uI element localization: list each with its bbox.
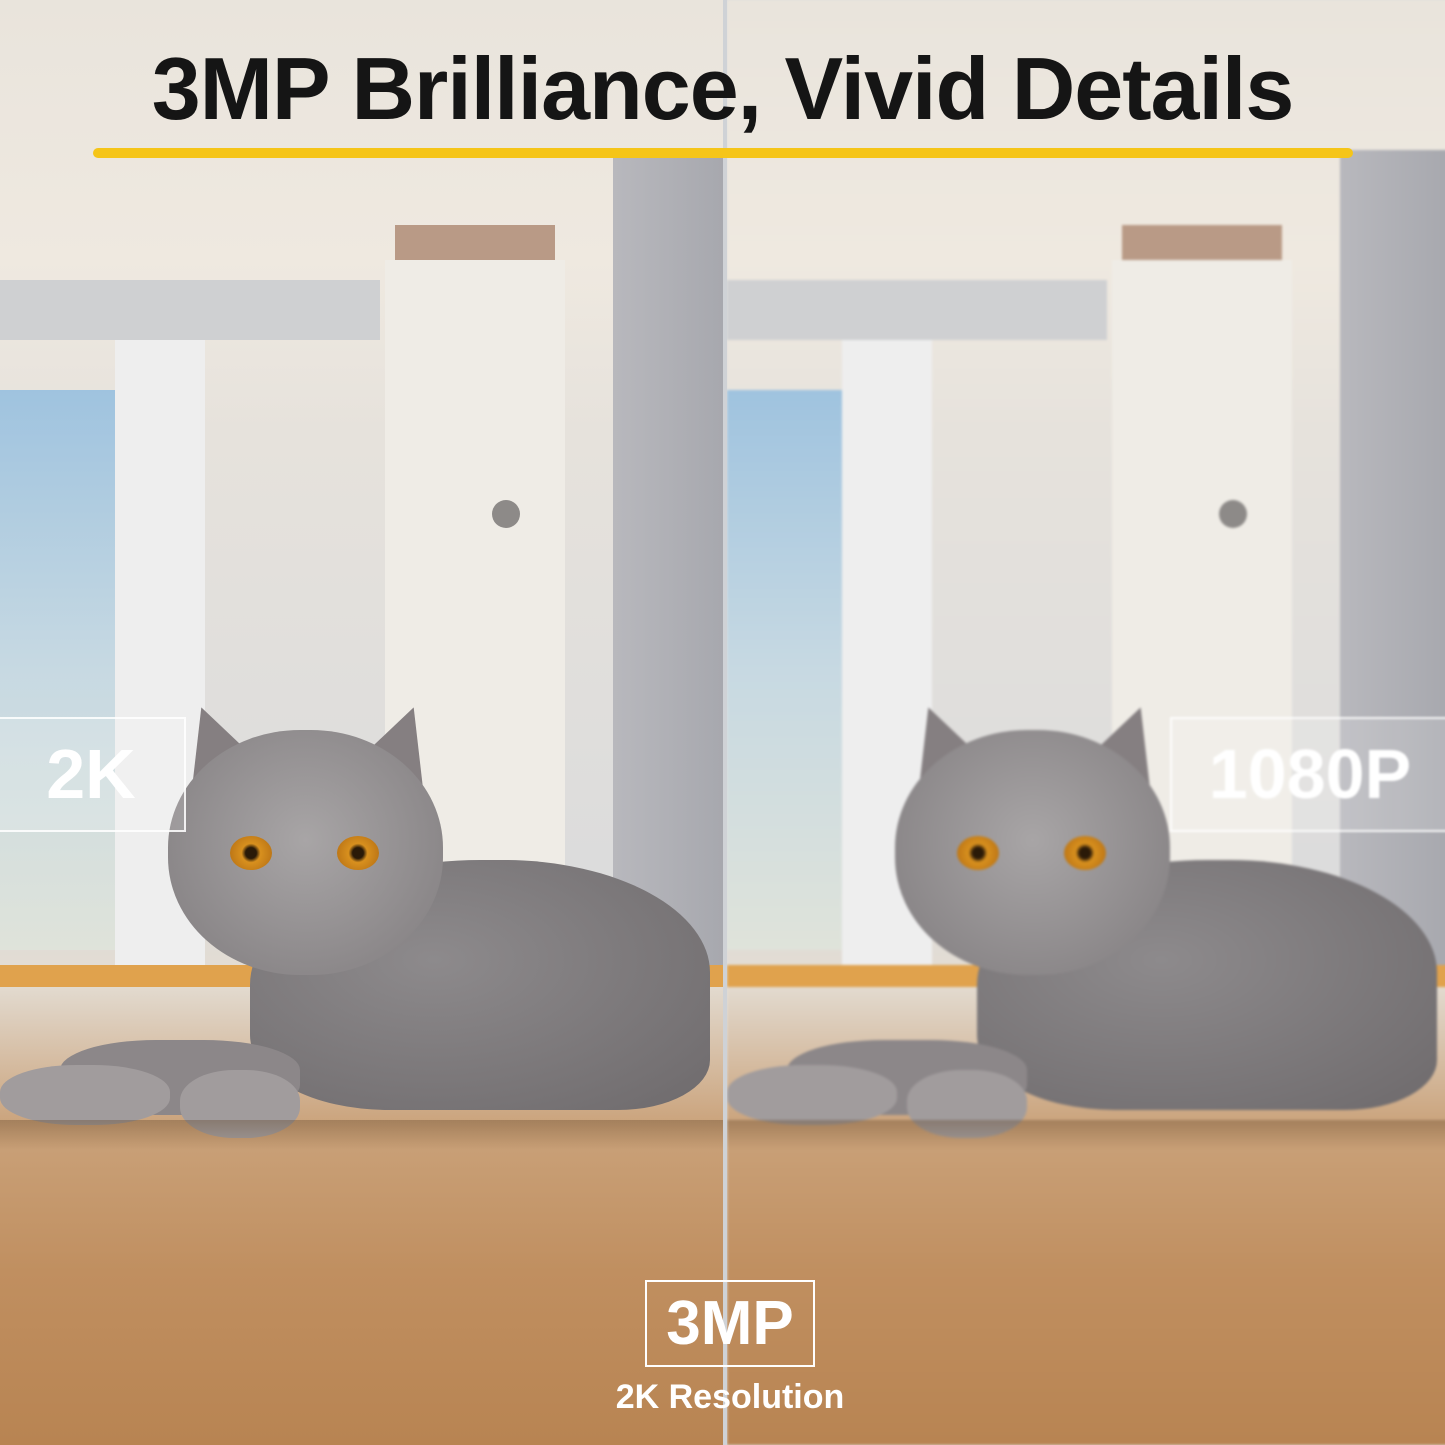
label-2k: 2K — [0, 717, 186, 832]
label-1080p: 1080P — [1170, 717, 1445, 832]
photo-1080p-side — [727, 0, 1445, 1445]
badge-3mp: 3MP — [645, 1280, 815, 1367]
photo-2k-side — [0, 0, 723, 1445]
badge-subtitle: 2K Resolution — [615, 1378, 845, 1416]
headline: 3MP Brilliance, Vivid Details — [151, 39, 1295, 138]
headline-underline — [93, 148, 1353, 158]
split-divider — [723, 0, 727, 1445]
